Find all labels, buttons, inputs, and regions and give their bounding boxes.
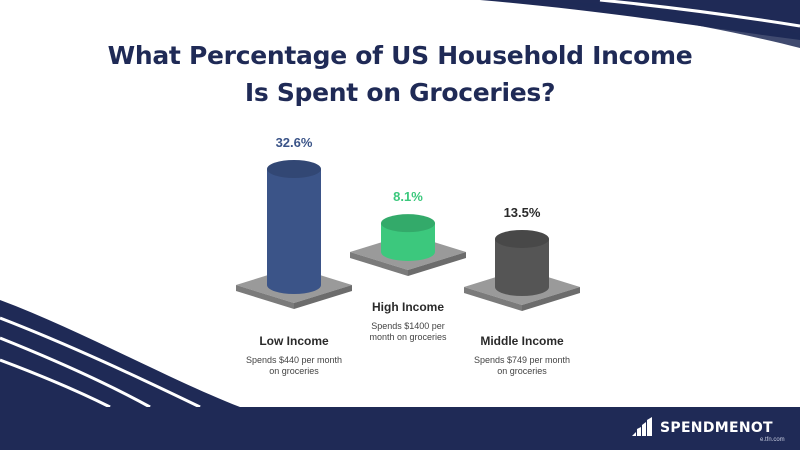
top-right-swoosh <box>480 0 800 40</box>
brand-url: e.tfn.com <box>760 437 785 443</box>
category-label-low-income: Low Income <box>259 334 329 348</box>
description-line: Spends $1400 per <box>371 321 445 331</box>
category-label-middle-income: Middle Income <box>480 334 564 348</box>
bar-top-low-income <box>267 160 321 178</box>
description-line: month on groceries <box>369 332 447 342</box>
description-line: Spends $440 per month <box>245 355 343 365</box>
top-right-stripe <box>599 0 800 28</box>
category-label-high-income: High Income <box>371 300 444 314</box>
bar-high-income <box>381 223 435 261</box>
description-low-income: Spends $440 per month on groceries <box>234 355 354 377</box>
spendmenot-logo-icon <box>632 417 652 436</box>
platform-side-high-income <box>350 252 408 276</box>
brand-name: SPENDMENOT <box>660 420 773 436</box>
footer-bar <box>0 407 800 450</box>
page-title-line-2: Is Spent on Groceries? <box>244 78 556 107</box>
platform-side-middle-income <box>464 287 522 311</box>
bottom-left-stripe-1 <box>0 316 201 409</box>
brand-logo[interactable]: SPENDMENOT <box>630 416 773 440</box>
bar-top-middle-income <box>495 229 549 248</box>
bottom-left-swoosh <box>0 300 240 407</box>
platform-side-high-income <box>408 252 466 276</box>
description-line: Spends $749 per month <box>473 355 571 365</box>
bar-middle-income <box>495 238 549 296</box>
value-label-high-income: 8.1% <box>393 189 423 204</box>
platform-side-low-income <box>236 285 294 309</box>
platform-side-middle-income <box>522 287 580 311</box>
value-label-middle-income: 13.5% <box>504 205 541 220</box>
top-right-swoosh-outer <box>540 0 800 48</box>
bar-top-high-income <box>381 214 435 233</box>
bottom-left-stripe-3 <box>0 358 111 409</box>
page-title-line-1: What Percentage of US Household Income <box>107 41 693 70</box>
description-middle-income: Spends $749 per month on groceries <box>462 355 582 377</box>
description-line: on groceries <box>269 366 319 376</box>
description-line: on groceries <box>497 366 547 376</box>
platform-side-low-income <box>294 285 352 309</box>
bottom-left-stripe-2 <box>0 336 151 409</box>
description-high-income: Spends $1400 per month on groceries <box>358 321 458 343</box>
value-label-low-income: 32.6% <box>276 135 313 150</box>
bar-low-income <box>267 169 321 294</box>
